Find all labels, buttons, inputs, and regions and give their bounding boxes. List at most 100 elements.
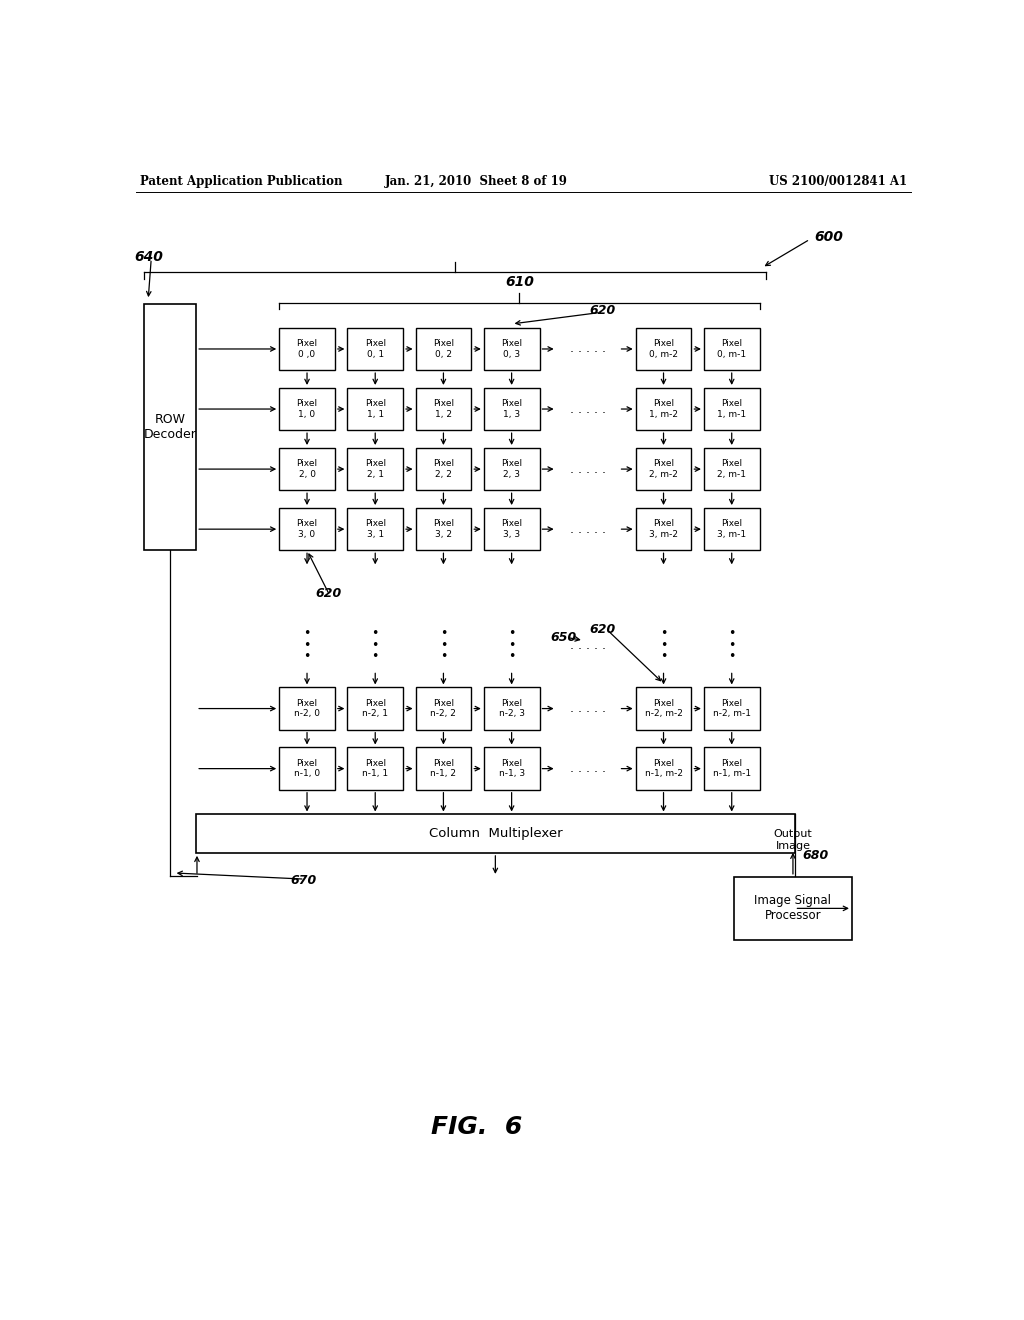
Text: Pixel
n-2, 3: Pixel n-2, 3 xyxy=(499,698,524,718)
Bar xyxy=(636,688,691,730)
Bar xyxy=(636,447,691,490)
Text: Pixel
1, m-1: Pixel 1, m-1 xyxy=(717,400,746,418)
Bar xyxy=(636,747,691,789)
Text: Column  Multiplexer: Column Multiplexer xyxy=(428,828,562,841)
Bar xyxy=(703,747,760,789)
Text: 600: 600 xyxy=(814,230,843,244)
Bar xyxy=(416,508,471,550)
Text: Pixel
1, 1: Pixel 1, 1 xyxy=(365,400,386,418)
Bar xyxy=(280,747,335,789)
Text: Pixel
n-1, m-2: Pixel n-1, m-2 xyxy=(644,759,683,779)
Text: 620: 620 xyxy=(315,587,342,601)
Bar xyxy=(703,388,760,430)
Bar xyxy=(416,447,471,490)
Bar xyxy=(734,876,852,940)
Text: Image Signal
Processor: Image Signal Processor xyxy=(755,895,831,923)
Text: Pixel
2, 3: Pixel 2, 3 xyxy=(501,459,522,479)
Text: Pixel
0 ,0: Pixel 0 ,0 xyxy=(297,339,317,359)
Text: •: • xyxy=(439,649,447,663)
Text: •: • xyxy=(372,639,379,652)
Bar xyxy=(636,388,691,430)
Text: 640: 640 xyxy=(134,249,163,264)
Text: Pixel
1, 3: Pixel 1, 3 xyxy=(501,400,522,418)
Bar xyxy=(197,814,795,853)
Bar xyxy=(280,327,335,370)
Bar xyxy=(703,688,760,730)
Text: Pixel
2, m-1: Pixel 2, m-1 xyxy=(717,459,746,479)
Text: . . . . .: . . . . . xyxy=(569,762,605,775)
Text: •: • xyxy=(659,627,668,640)
Text: •: • xyxy=(659,639,668,652)
Text: •: • xyxy=(728,627,735,640)
Text: Pixel
3, 1: Pixel 3, 1 xyxy=(365,520,386,539)
Bar xyxy=(280,388,335,430)
Bar xyxy=(347,747,403,789)
Text: . . . . .: . . . . . xyxy=(569,342,605,355)
Text: . . . . .: . . . . . xyxy=(569,639,605,652)
Bar xyxy=(280,508,335,550)
Bar xyxy=(143,304,197,550)
Text: •: • xyxy=(439,627,447,640)
Bar xyxy=(483,688,540,730)
Text: 670: 670 xyxy=(291,874,317,887)
Text: . . . . .: . . . . . xyxy=(569,523,605,536)
Bar xyxy=(416,747,471,789)
Bar xyxy=(483,327,540,370)
Bar xyxy=(347,508,403,550)
Text: Pixel
0, 1: Pixel 0, 1 xyxy=(365,339,386,359)
Text: 610: 610 xyxy=(505,276,534,289)
Bar xyxy=(416,388,471,430)
Text: •: • xyxy=(303,649,310,663)
Text: •: • xyxy=(303,627,310,640)
Text: •: • xyxy=(508,649,515,663)
Text: Pixel
0, 2: Pixel 0, 2 xyxy=(433,339,454,359)
Text: 620: 620 xyxy=(589,305,615,317)
Bar xyxy=(483,388,540,430)
Text: Pixel
2, 2: Pixel 2, 2 xyxy=(433,459,454,479)
Text: Pixel
2, m-2: Pixel 2, m-2 xyxy=(649,459,678,479)
Text: US 2100/0012841 A1: US 2100/0012841 A1 xyxy=(769,176,907,189)
Bar xyxy=(347,688,403,730)
Text: Pixel
3, m-2: Pixel 3, m-2 xyxy=(649,520,678,539)
Bar xyxy=(703,327,760,370)
Text: Pixel
3, 3: Pixel 3, 3 xyxy=(501,520,522,539)
Text: •: • xyxy=(728,639,735,652)
Text: . . . . .: . . . . . xyxy=(569,702,605,715)
Bar xyxy=(483,447,540,490)
Text: Pixel
3, 0: Pixel 3, 0 xyxy=(297,520,317,539)
Text: •: • xyxy=(372,649,379,663)
Text: •: • xyxy=(372,627,379,640)
Text: FIG.  6: FIG. 6 xyxy=(431,1115,522,1139)
Bar xyxy=(347,447,403,490)
Text: ROW
Decoder: ROW Decoder xyxy=(143,413,197,441)
Text: •: • xyxy=(728,649,735,663)
Bar xyxy=(703,447,760,490)
Text: Pixel
n-2, 2: Pixel n-2, 2 xyxy=(430,698,457,718)
Text: Output
Image: Output Image xyxy=(773,829,812,850)
Bar xyxy=(636,327,691,370)
Text: Jan. 21, 2010  Sheet 8 of 19: Jan. 21, 2010 Sheet 8 of 19 xyxy=(385,176,568,189)
Text: 680: 680 xyxy=(802,849,828,862)
Bar xyxy=(416,327,471,370)
Bar xyxy=(483,747,540,789)
Text: Pixel
n-2, m-1: Pixel n-2, m-1 xyxy=(713,698,751,718)
Text: Pixel
3, 2: Pixel 3, 2 xyxy=(433,520,454,539)
Text: Pixel
0, m-2: Pixel 0, m-2 xyxy=(649,339,678,359)
Bar xyxy=(347,388,403,430)
Text: Pixel
n-1, 2: Pixel n-1, 2 xyxy=(430,759,457,779)
Text: Pixel
n-1, 3: Pixel n-1, 3 xyxy=(499,759,524,779)
Text: Pixel
2, 1: Pixel 2, 1 xyxy=(365,459,386,479)
Text: Pixel
n-1, 0: Pixel n-1, 0 xyxy=(294,759,321,779)
Text: •: • xyxy=(508,639,515,652)
Bar xyxy=(636,508,691,550)
Text: . . . . .: . . . . . xyxy=(569,403,605,416)
Text: Pixel
3, m-1: Pixel 3, m-1 xyxy=(717,520,746,539)
Text: Patent Application Publication: Patent Application Publication xyxy=(139,176,342,189)
Bar xyxy=(483,508,540,550)
Text: Pixel
0, 3: Pixel 0, 3 xyxy=(501,339,522,359)
Text: 650: 650 xyxy=(550,631,577,644)
Text: •: • xyxy=(439,639,447,652)
Bar xyxy=(416,688,471,730)
Text: Pixel
n-2, 0: Pixel n-2, 0 xyxy=(294,698,321,718)
Bar xyxy=(703,508,760,550)
